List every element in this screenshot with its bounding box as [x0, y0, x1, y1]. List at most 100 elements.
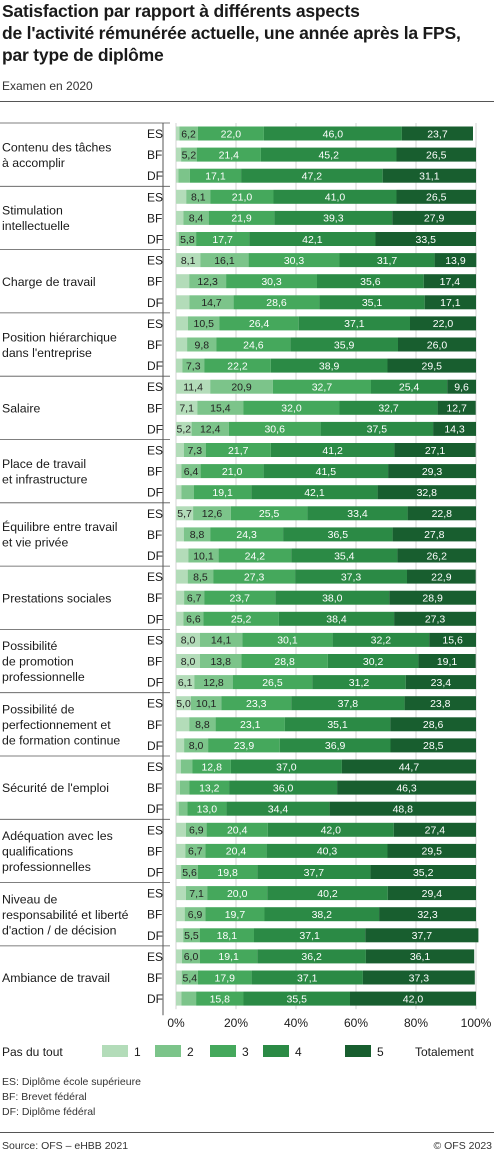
bar-segment — [410, 316, 476, 331]
bar-segment — [270, 443, 395, 457]
bar-value-label: 22,8 — [432, 508, 453, 520]
bar-value-label: 37,3 — [341, 571, 362, 583]
bar-value-label: 19,1 — [437, 656, 458, 668]
bar-value-label: 38,9 — [319, 360, 340, 372]
bar-segment — [272, 379, 371, 394]
bar-segment — [207, 886, 268, 901]
bar-segment — [176, 232, 179, 246]
bar-segment — [228, 421, 321, 436]
row-code-label: ES — [147, 823, 163, 837]
bar-segment — [266, 843, 388, 858]
bar-segment — [204, 590, 276, 605]
bar-segment — [176, 443, 184, 457]
bar-value-label: 35,1 — [327, 719, 348, 731]
bar-value-label: 34,4 — [268, 804, 289, 816]
bar-value-label: 23,3 — [246, 698, 267, 710]
bar-segment — [176, 738, 185, 753]
group-label-line: professionnelle — [2, 670, 85, 684]
bar-segment — [291, 696, 405, 711]
row-code-label: ES — [147, 254, 163, 268]
bar-segment — [200, 464, 264, 479]
bar-value-label: 5,6 — [182, 867, 197, 879]
bar-value-label: 39,3 — [323, 213, 344, 225]
bar-value-label: 17,9 — [215, 972, 236, 984]
bar-value-label: 5,4 — [182, 972, 197, 984]
bar-segment — [181, 485, 194, 500]
bar-segment — [329, 801, 476, 816]
bar-value-label: 28,6 — [423, 719, 444, 731]
bar-segment — [181, 147, 197, 162]
bar-segment — [424, 295, 476, 310]
bar-value-label: 6,2 — [181, 128, 196, 140]
row-code-label: DF — [147, 296, 163, 310]
row-code-label: DF — [147, 549, 163, 563]
bar-value-label: 21,4 — [219, 149, 240, 161]
group-label-line: intellectuelle — [2, 219, 70, 233]
bar-segment — [249, 232, 376, 246]
bar-value-label: 15,6 — [442, 635, 463, 647]
bar-segment — [260, 147, 397, 162]
bar-segment — [188, 548, 219, 563]
bar-value-label: 23,4 — [431, 677, 452, 689]
bar-value-label: 10,1 — [196, 698, 217, 710]
bar-segment — [295, 569, 407, 584]
bar-segment — [437, 400, 476, 415]
legend-right-label: Totalement — [415, 1045, 474, 1059]
bar-value-label: 5,8 — [180, 234, 195, 246]
bar-value-label: 17,1 — [440, 297, 461, 309]
group-label-line: Contenu des tâches — [2, 140, 111, 154]
bar-segment — [396, 189, 476, 204]
bar-value-label: 9,8 — [194, 339, 209, 351]
bar-value-label: 28,8 — [274, 656, 295, 668]
bar-value-label: 22,9 — [431, 571, 452, 583]
row-code-label: DF — [147, 992, 163, 1006]
bar-value-label: 36,2 — [301, 951, 322, 963]
bar-value-label: 35,5 — [287, 993, 308, 1005]
bar-segment — [183, 928, 200, 943]
group-label-line: Charge de travail — [2, 275, 96, 289]
bar-value-label: 32,7 — [312, 382, 333, 394]
legend-swatch-2 — [155, 1045, 181, 1057]
bar-value-label: 35,9 — [334, 339, 355, 351]
bar-segment — [394, 611, 476, 626]
row-code-label: BF — [147, 148, 162, 162]
bar-segment — [405, 675, 476, 690]
bar-segment — [176, 590, 185, 605]
bar-value-label: 8,0 — [181, 656, 196, 668]
bar-segment — [176, 147, 182, 162]
group-label-line: et infrastructure — [2, 472, 88, 486]
bar-value-label: 42,0 — [321, 825, 342, 837]
bar-value-label: 12,6 — [202, 508, 223, 520]
bar-segment — [298, 316, 410, 331]
bar-value-label: 35,2 — [413, 867, 434, 879]
group-label-line: Possibilité de — [2, 702, 75, 716]
bar-value-label: 23,7 — [230, 593, 251, 605]
row-code-label: BF — [147, 401, 162, 415]
bar-segment — [176, 421, 192, 436]
bar-segment — [176, 632, 200, 647]
bar-segment — [176, 822, 186, 837]
bar-value-label: 6,7 — [188, 846, 203, 858]
bar-segment — [320, 421, 434, 436]
bar-value-label: 26,4 — [249, 318, 270, 330]
bar-value-label: 37,3 — [409, 972, 430, 984]
bar-value-label: 12,8 — [201, 761, 222, 773]
bar-value-label: 12,3 — [197, 276, 218, 288]
bar-value-label: 29,5 — [422, 846, 443, 858]
bar-segment — [183, 611, 204, 626]
row-code-label: BF — [147, 781, 162, 795]
row-code-label: DF — [147, 233, 163, 247]
row-code-label: ES — [147, 950, 163, 964]
bar-segment — [176, 928, 184, 943]
bar-value-label: 20,9 — [231, 382, 252, 394]
bar-value-label: 5,7 — [177, 508, 192, 520]
bar-segment — [176, 886, 186, 901]
bar-segment — [196, 147, 261, 162]
group-label-line: perfectionnement et — [2, 718, 111, 732]
bar-value-label: 15,4 — [210, 403, 231, 415]
row-code-label: ES — [147, 444, 163, 458]
bar-value-label: 37,1 — [344, 318, 365, 330]
bar-segment — [176, 464, 182, 479]
bar-segment — [392, 527, 476, 542]
bar-value-label: 46,0 — [323, 128, 344, 140]
